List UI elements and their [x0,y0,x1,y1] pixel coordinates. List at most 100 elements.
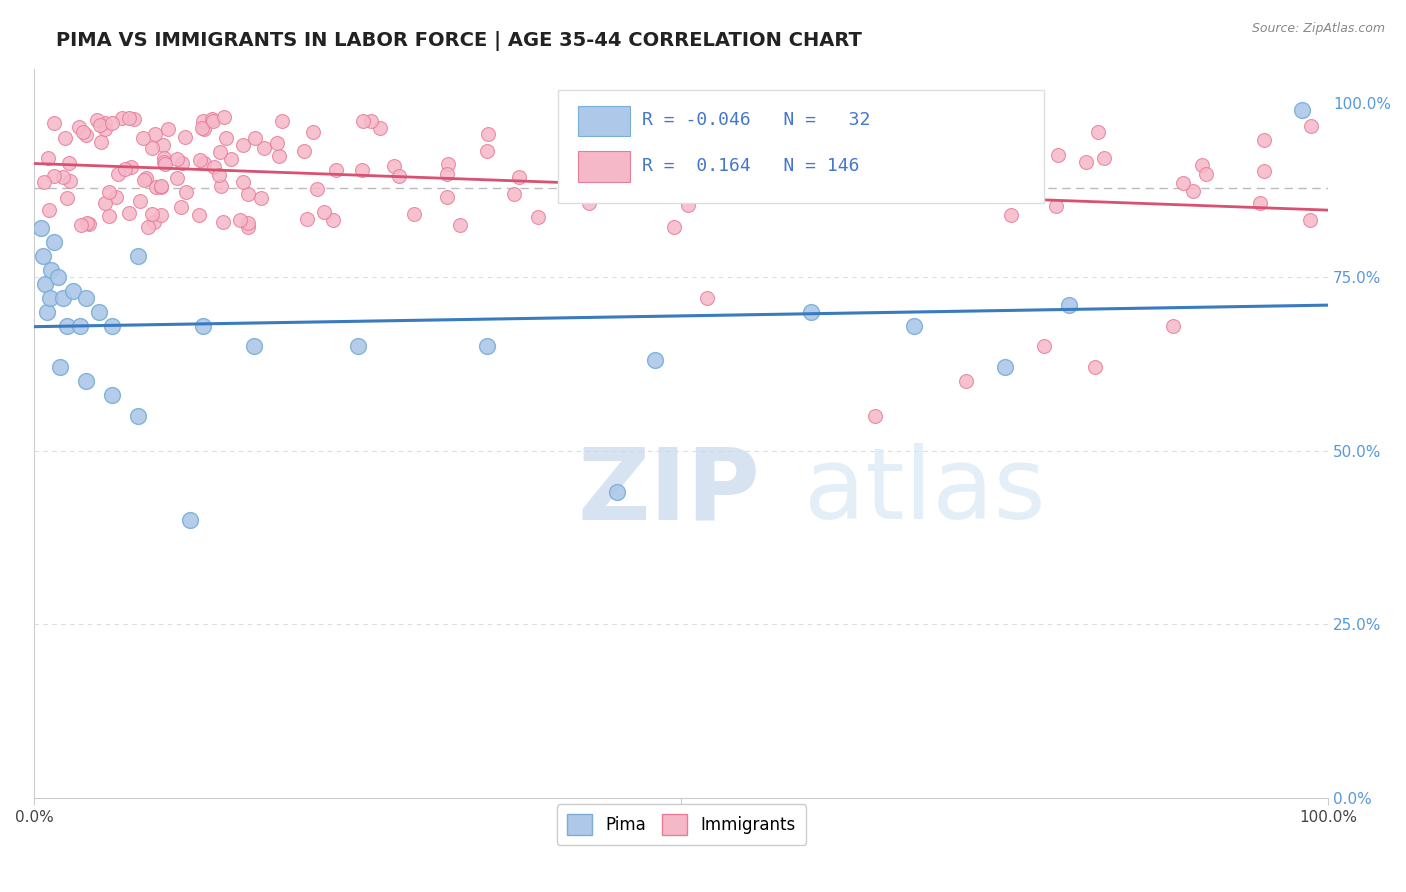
Point [382,159,405,173]
Point [1059,298,1081,312]
Point [149,179,172,194]
Point [292,144,315,158]
Point [388,169,411,184]
Point [360,114,382,128]
Point [193,156,215,170]
Point [1171,176,1194,190]
Point [368,120,391,135]
Point [89,118,111,132]
Point [436,167,458,181]
Point [841,130,863,145]
Point [765,162,787,177]
Point [1299,213,1322,227]
Point [193,122,215,136]
Point [212,215,235,229]
Point [236,220,259,235]
Point [1191,158,1213,172]
Point [142,215,165,229]
Point [55,318,77,333]
Point [527,210,550,224]
Point [42,169,65,184]
Point [94,122,117,136]
Point [477,127,499,141]
Point [97,209,120,223]
Point [53,131,76,145]
Point [90,135,112,149]
Point [302,125,325,139]
Point [107,167,129,181]
Point [212,110,235,124]
Point [79,217,101,231]
Point [136,219,159,234]
Point [37,152,59,166]
Point [37,304,59,318]
Text: atlas: atlas [804,443,1046,541]
Text: R =  0.164   N = 146: R = 0.164 N = 146 [643,157,860,175]
Point [352,114,374,128]
Point [1181,184,1204,198]
Legend: Pima, Immigrants: Pima, Immigrants [557,805,806,845]
Point [955,374,977,388]
Point [325,163,347,178]
Point [402,207,425,221]
Point [187,208,209,222]
Point [1092,151,1115,165]
Point [208,168,231,182]
Point [174,185,197,199]
Point [253,141,276,155]
Point [204,160,226,174]
Point [297,212,319,227]
Point [111,111,134,125]
Point [191,318,214,333]
Point [1045,199,1067,213]
Point [75,128,97,142]
FancyBboxPatch shape [578,151,630,182]
Point [243,339,266,353]
Point [449,219,471,233]
Point [117,206,139,220]
Point [34,277,56,291]
Point [52,169,75,184]
Point [1161,318,1184,333]
Point [578,195,600,210]
Point [174,129,197,144]
Point [1074,155,1097,169]
Point [307,182,329,196]
Point [153,152,176,166]
Point [271,113,294,128]
Point [58,156,80,170]
Point [120,160,142,174]
Point [603,179,626,194]
Point [503,187,526,202]
Point [994,174,1017,188]
Point [477,339,499,353]
Point [86,113,108,128]
FancyBboxPatch shape [558,90,1043,203]
Point [1249,196,1271,211]
Point [236,216,259,230]
Point [104,189,127,203]
Point [62,284,84,298]
Point [201,112,224,126]
Point [209,179,232,194]
Point [141,141,163,155]
Point [936,169,959,184]
Point [76,216,98,230]
Point [475,144,498,158]
Point [128,194,150,209]
Point [169,201,191,215]
Point [101,318,124,333]
Point [191,113,214,128]
Point [346,339,368,353]
Point [250,190,273,204]
Point [243,131,266,145]
Point [134,173,156,187]
Point [97,185,120,199]
Point [87,304,110,318]
Point [269,149,291,163]
Point [1195,167,1218,181]
Point [166,170,188,185]
Point [800,304,823,318]
Point [606,485,628,500]
Point [1032,339,1054,353]
